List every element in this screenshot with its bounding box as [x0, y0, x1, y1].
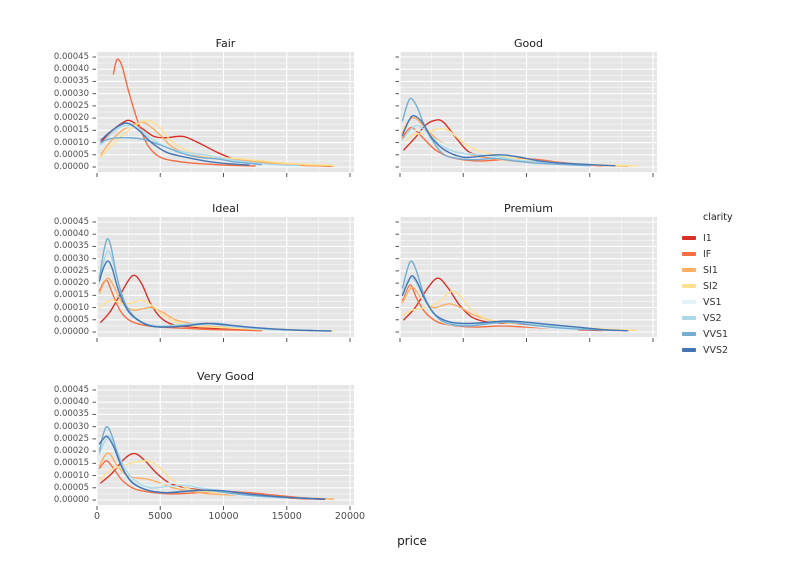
- y-tick-label: 0.00005: [53, 149, 89, 160]
- x-tick-label: 5000: [148, 511, 173, 522]
- density-curve-if: [98, 460, 326, 500]
- y-tick-label: 0.00040: [53, 397, 89, 408]
- density-curve-vs1: [98, 442, 275, 499]
- density-curve-if: [401, 284, 578, 331]
- legend-label: VVS2: [703, 344, 729, 356]
- x-tick-label: 0: [93, 511, 101, 522]
- y-tick-label: 0.00020: [53, 278, 89, 289]
- density-curve-if: [98, 279, 263, 332]
- legend-label: VVS1: [703, 328, 729, 340]
- density-curve-vvs1: [100, 136, 263, 166]
- y-tick-label: 0.00015: [53, 290, 89, 301]
- legend-item-vvs2: VVS2: [682, 342, 733, 358]
- x-axis-title: price: [397, 534, 427, 548]
- density-curve-vvs2: [98, 260, 332, 332]
- density-curve-vvs1: [401, 260, 616, 332]
- x-tick-label: 10000: [208, 511, 239, 522]
- y-tick-label: 0.00015: [53, 125, 89, 136]
- facet-panel: [92, 52, 354, 177]
- y-tick-label: 0.00000: [53, 495, 89, 505]
- legend-swatch: [682, 252, 696, 256]
- legend-label: I1: [703, 232, 712, 244]
- y-tick-label: 0.00020: [53, 113, 89, 124]
- density-curve-si2: [100, 119, 335, 166]
- x-tick-label: 15000: [271, 511, 302, 522]
- facet-title: Fair: [215, 37, 236, 50]
- y-tick-label: 0.00040: [53, 64, 89, 75]
- density-curve-vvs2: [401, 114, 616, 167]
- density-curve-vs2: [401, 277, 604, 331]
- legend-swatch: [682, 268, 696, 272]
- legend-label: IF: [703, 248, 712, 260]
- facet-title: Good: [514, 37, 543, 50]
- y-tick-label: 0.00025: [53, 265, 89, 276]
- y-tick-label: 0.00020: [53, 446, 89, 457]
- legend-swatch: [682, 284, 696, 288]
- y-tick-label: 0.00030: [53, 253, 89, 264]
- legend-item-vvs1: VVS1: [682, 326, 733, 342]
- facet-panel: [395, 52, 657, 177]
- y-tick-label: 0.00040: [53, 229, 89, 240]
- legend-item-i1: I1: [682, 230, 733, 246]
- legend-swatch: [682, 236, 696, 240]
- y-tick-label: 0.00010: [53, 302, 89, 313]
- legend-label: SI2: [703, 280, 718, 292]
- legend-swatch: [682, 316, 696, 320]
- legend-item-si1: SI1: [682, 262, 733, 278]
- legend-label: VS2: [703, 312, 722, 324]
- y-tick-label: 0.00035: [53, 409, 89, 420]
- density-curve-vvs2: [98, 435, 326, 500]
- facet-panel: [92, 217, 354, 342]
- legend-item-if: IF: [682, 246, 733, 262]
- density-curve-vs2: [100, 124, 301, 167]
- y-tick-label: 0.00025: [53, 100, 89, 111]
- y-tick-label: 0.00010: [53, 470, 89, 481]
- density-curve-vvs2: [401, 275, 629, 332]
- y-tick-label: 0.00045: [53, 52, 89, 62]
- facet-panel: [92, 385, 354, 510]
- facet-title: Very Good: [197, 370, 254, 383]
- facet-title: Premium: [504, 202, 553, 215]
- density-curve-vvs2: [100, 122, 250, 166]
- y-tick-label: 0.00005: [53, 314, 89, 325]
- y-tick-label: 0.00035: [53, 76, 89, 87]
- facet-title: Ideal: [212, 202, 239, 215]
- legend-swatch: [682, 332, 696, 336]
- legend-item-vs2: VS2: [682, 310, 733, 326]
- legend: clarity I1 IF SI1 SI2 VS1 VS2 VVS1 VVS2: [682, 212, 733, 358]
- density-curve-vs2: [401, 124, 591, 166]
- y-tick-label: 0.00000: [53, 162, 89, 172]
- legend-swatch: [682, 348, 696, 352]
- density-curve-vs2: [98, 250, 288, 331]
- legend-item-vs1: VS1: [682, 294, 733, 310]
- y-tick-label: 0.00035: [53, 241, 89, 252]
- density-curve-vvs1: [401, 97, 591, 167]
- facet-panel: [395, 217, 657, 342]
- legend-label: VS1: [703, 296, 722, 308]
- y-tick-label: 0.00030: [53, 88, 89, 99]
- legend-swatch: [682, 300, 696, 304]
- y-tick-label: 0.00045: [53, 385, 89, 395]
- x-tick-label: 20000: [334, 511, 366, 522]
- legend-item-si2: SI2: [682, 278, 733, 294]
- legend-items: I1 IF SI1 SI2 VS1 VS2 VVS1 VVS2: [682, 230, 733, 358]
- y-tick-label: 0.00005: [53, 482, 89, 493]
- legend-label: SI1: [703, 264, 718, 276]
- y-tick-label: 0.00030: [53, 421, 89, 432]
- y-tick-label: 0.00010: [53, 137, 89, 148]
- y-tick-label: 0.00045: [53, 217, 89, 227]
- y-tick-label: 0.00015: [53, 458, 89, 469]
- y-tick-label: 0.00000: [53, 327, 89, 337]
- legend-title: clarity: [703, 212, 733, 223]
- y-tick-label: 0.00025: [53, 433, 89, 444]
